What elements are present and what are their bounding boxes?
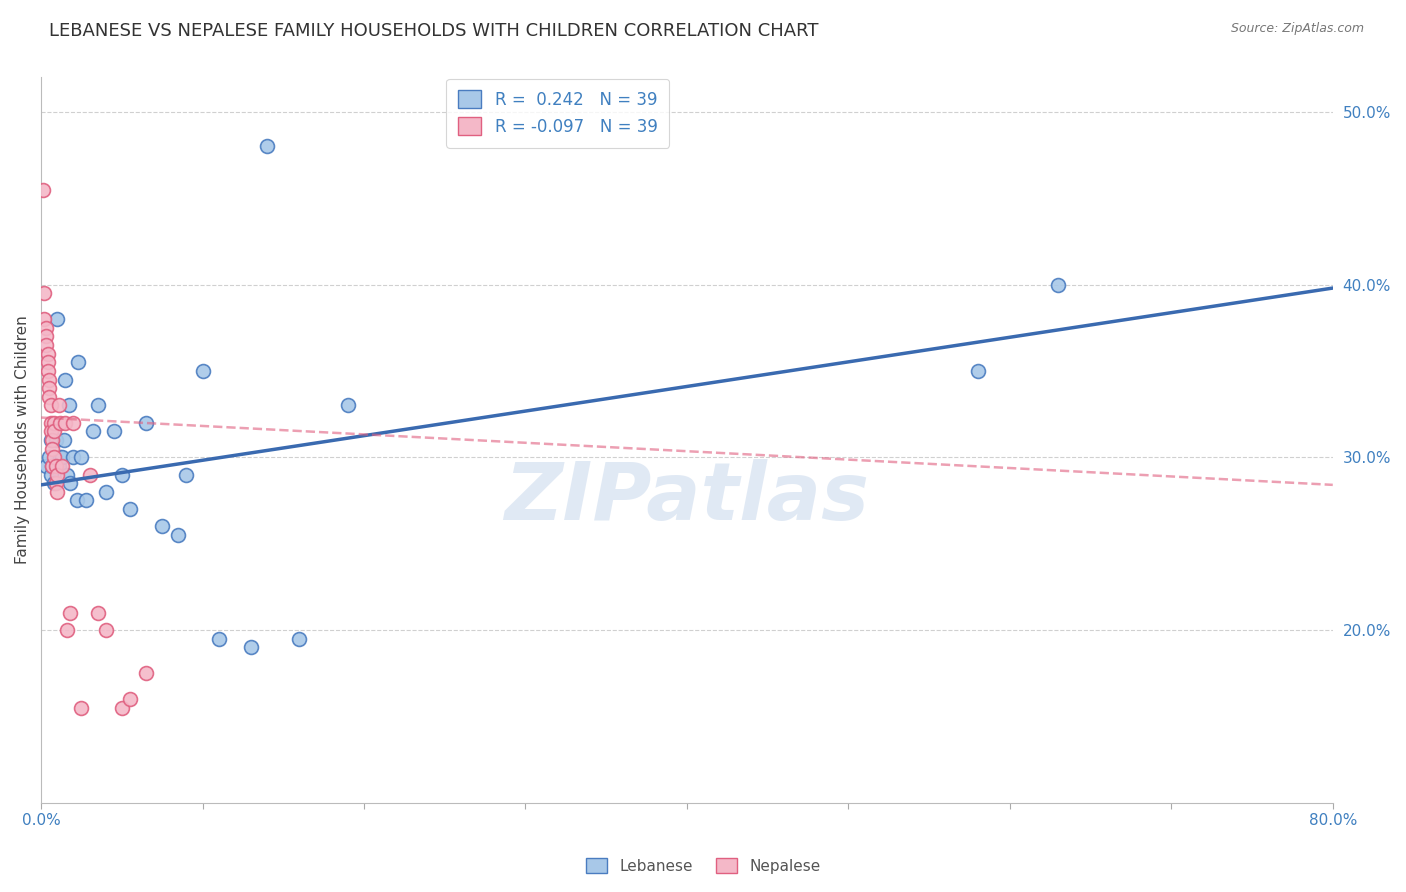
Point <box>150 519 173 533</box>
Point <box>42 425 65 439</box>
Point <box>66 493 89 508</box>
Point <box>35 338 58 352</box>
Point <box>75 493 97 508</box>
Point <box>37 364 59 378</box>
Point <box>35 329 58 343</box>
Point <box>70 450 93 465</box>
Point <box>53 416 76 430</box>
Point <box>39 433 62 447</box>
Point <box>288 632 311 646</box>
Point <box>34 312 56 326</box>
Point <box>256 139 278 153</box>
Text: LEBANESE VS NEPALESE FAMILY HOUSEHOLDS WITH CHILDREN CORRELATION CHART: LEBANESE VS NEPALESE FAMILY HOUSEHOLDS W… <box>49 22 818 40</box>
Point <box>31 183 53 197</box>
Point <box>62 416 84 430</box>
Point <box>39 416 62 430</box>
Point <box>336 399 359 413</box>
Point <box>240 640 263 655</box>
Point <box>135 416 157 430</box>
Point <box>38 373 60 387</box>
Point <box>42 476 65 491</box>
Point <box>103 425 125 439</box>
Point <box>208 632 231 646</box>
Point <box>37 355 59 369</box>
Point <box>56 467 79 482</box>
Point <box>45 458 67 473</box>
Point <box>176 467 198 482</box>
Point <box>51 450 73 465</box>
Text: ZIPatlas: ZIPatlas <box>505 459 869 537</box>
Legend: Lebanese, Nepalese: Lebanese, Nepalese <box>579 852 827 880</box>
Point <box>35 320 58 334</box>
Point <box>35 458 58 473</box>
Point <box>46 312 69 326</box>
Point <box>79 467 101 482</box>
Legend: R =  0.242   N = 39, R = -0.097   N = 39: R = 0.242 N = 39, R = -0.097 N = 39 <box>446 78 669 147</box>
Point <box>53 373 76 387</box>
Point <box>52 433 75 447</box>
Point <box>82 425 104 439</box>
Point <box>46 484 69 499</box>
Point <box>51 458 73 473</box>
Point <box>38 450 60 465</box>
Point <box>62 450 84 465</box>
Point <box>191 364 214 378</box>
Point <box>111 700 134 714</box>
Point <box>34 286 56 301</box>
Point <box>37 346 59 360</box>
Point <box>41 458 63 473</box>
Point <box>41 442 63 456</box>
Point <box>67 355 90 369</box>
Point <box>45 476 67 491</box>
Y-axis label: Family Households with Children: Family Households with Children <box>15 316 30 565</box>
Point <box>42 450 65 465</box>
Point <box>86 606 108 620</box>
Point <box>111 467 134 482</box>
Point <box>49 416 72 430</box>
Point <box>39 425 62 439</box>
Point <box>118 692 141 706</box>
Point <box>38 381 60 395</box>
Point <box>58 399 80 413</box>
Point <box>38 390 60 404</box>
Point <box>48 458 70 473</box>
Point <box>86 399 108 413</box>
Point <box>59 606 82 620</box>
Point <box>135 666 157 681</box>
Point <box>49 450 72 465</box>
Point <box>48 399 70 413</box>
Point <box>39 467 62 482</box>
Point <box>118 502 141 516</box>
Point <box>966 364 988 378</box>
Point <box>45 433 67 447</box>
Point <box>94 623 117 637</box>
Point <box>1047 277 1070 292</box>
Point <box>46 467 69 482</box>
Point <box>39 399 62 413</box>
Point <box>94 484 117 499</box>
Point <box>41 433 63 447</box>
Text: Source: ZipAtlas.com: Source: ZipAtlas.com <box>1230 22 1364 36</box>
Point <box>56 623 79 637</box>
Point <box>59 476 82 491</box>
Point <box>41 458 63 473</box>
Point <box>42 416 65 430</box>
Point <box>167 528 190 542</box>
Point <box>70 700 93 714</box>
